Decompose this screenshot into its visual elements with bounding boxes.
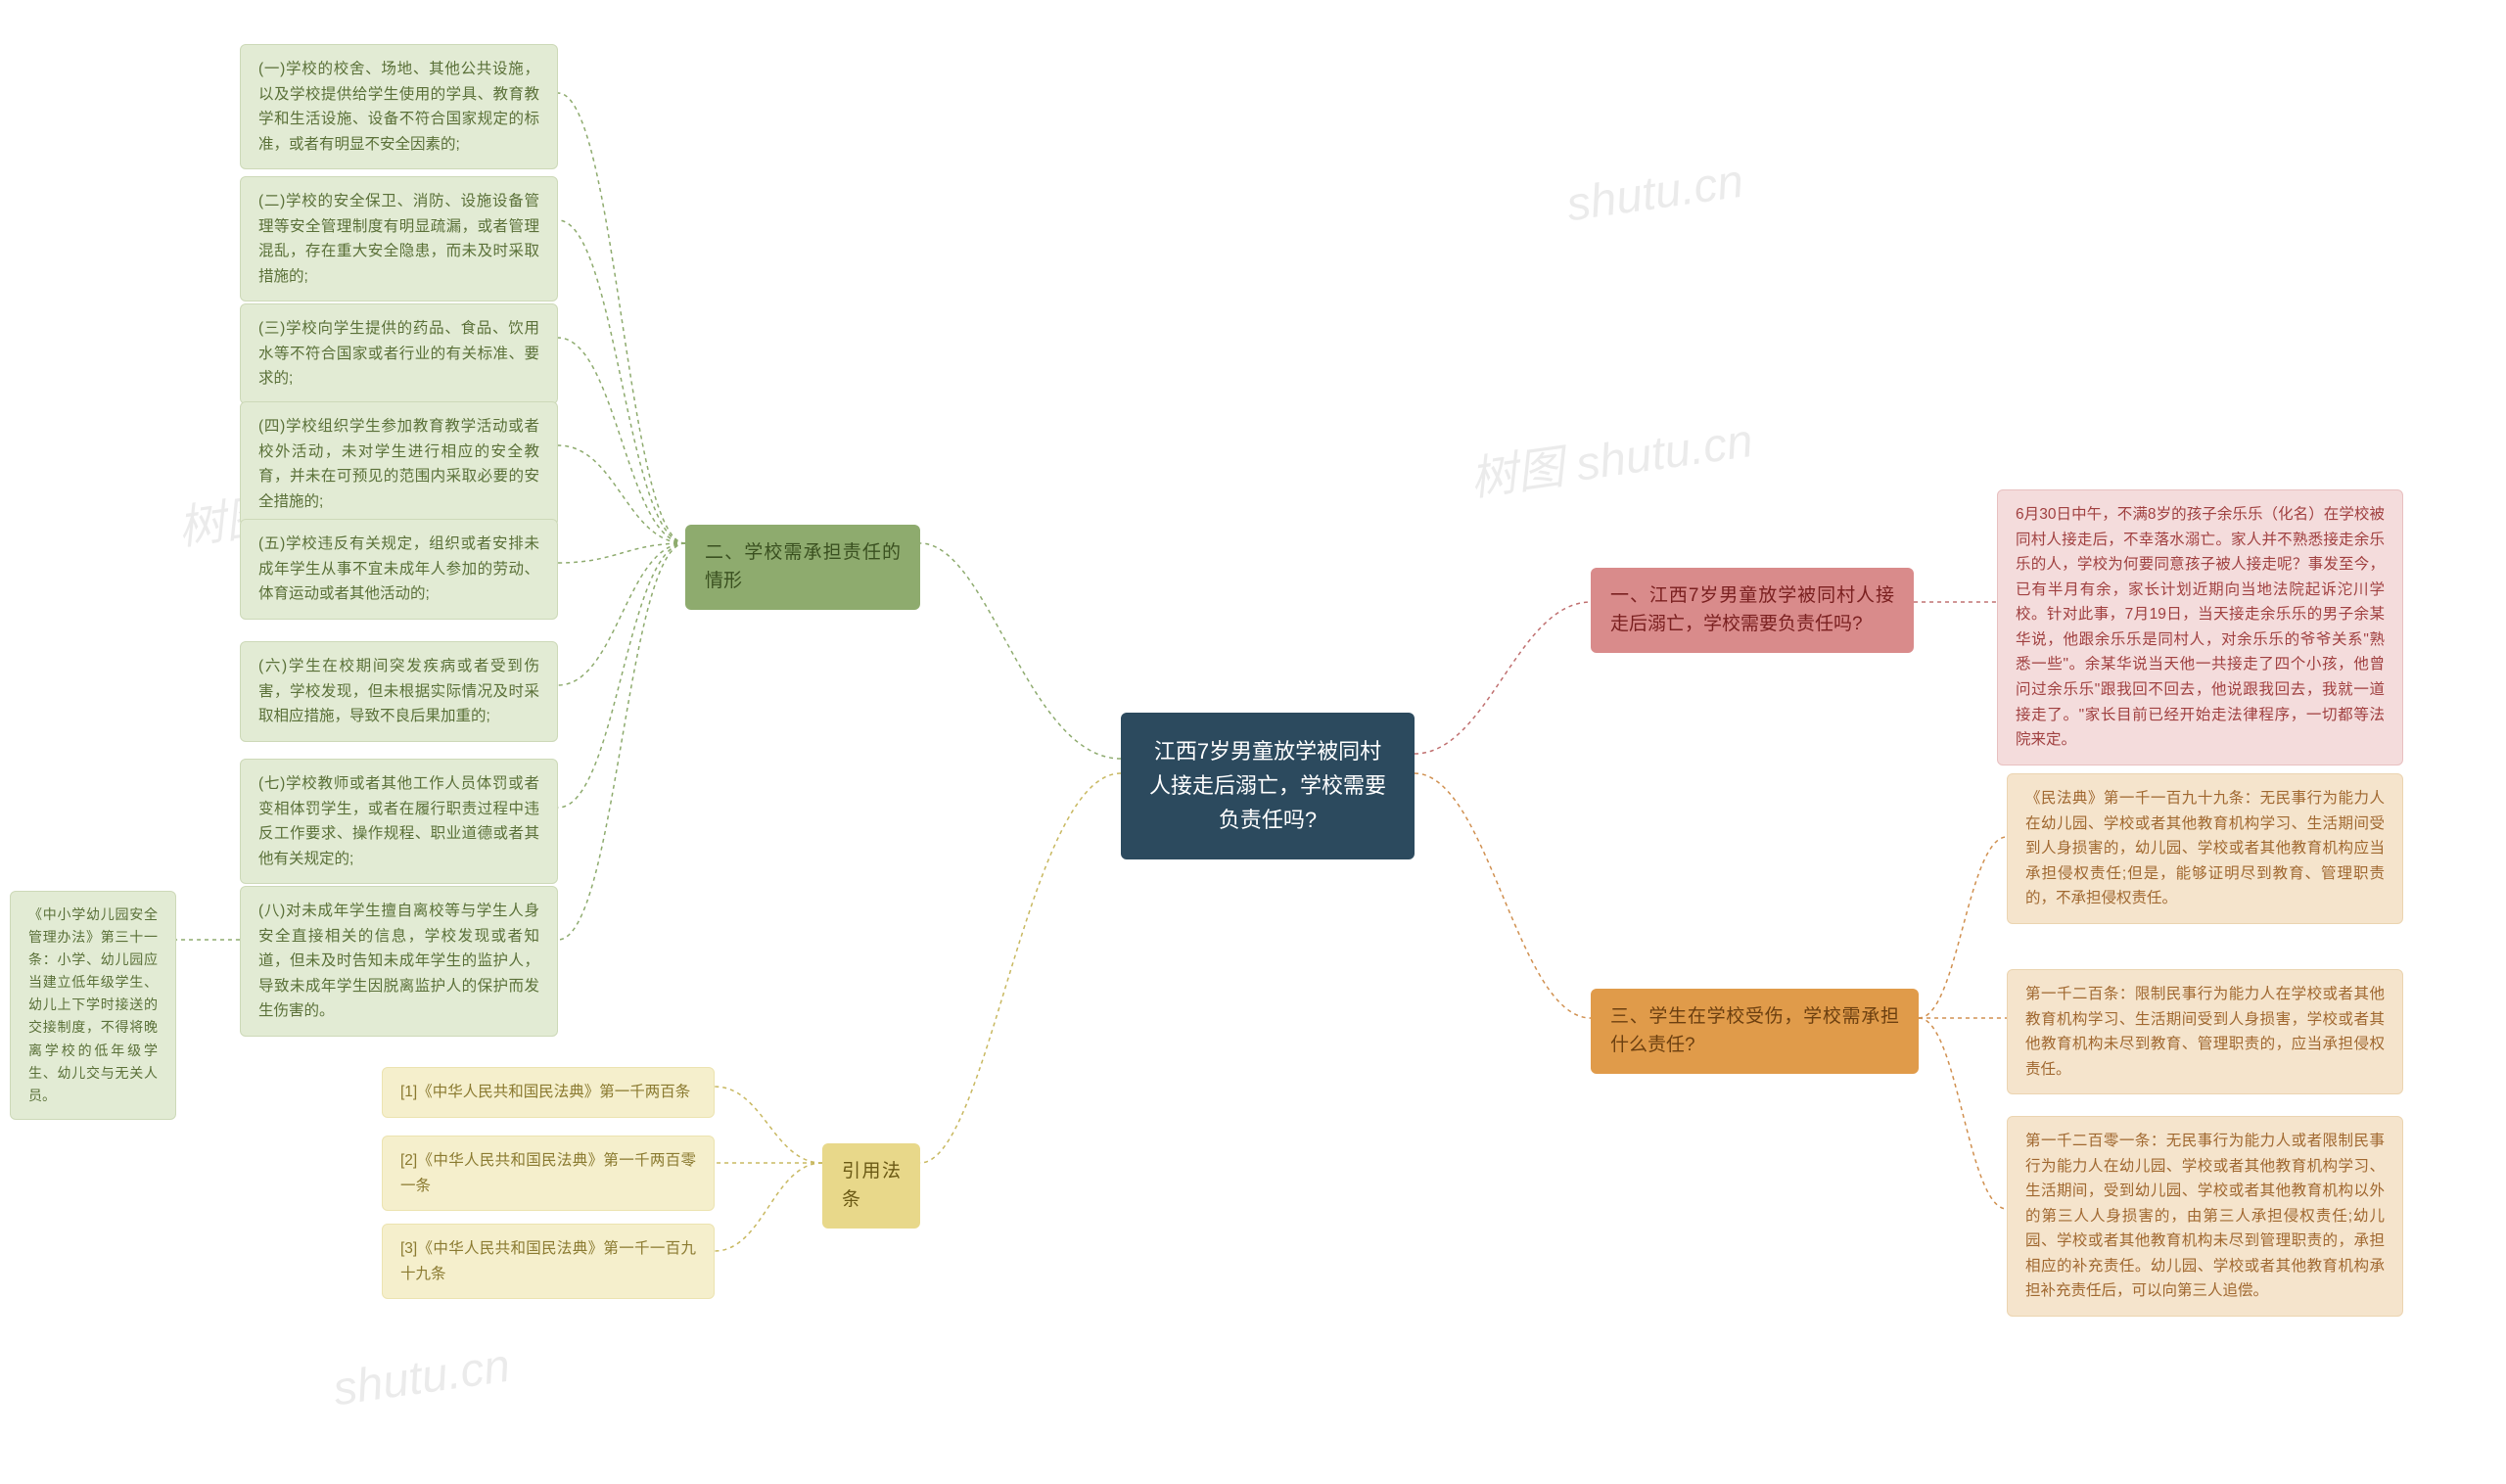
- branch-2-leaf-7: (七)学校教师或者其他工作人员体罚或者变相体罚学生，或者在履行职责过程中违反工作…: [240, 759, 558, 884]
- branch-2-leaf-8: (八)对未成年学生擅自离校等与学生人身安全直接相关的信息，学校发现或者知道，但未…: [240, 886, 558, 1037]
- branch-4-leaf-2: [2]《中华人民共和国民法典》第一千两百零一条: [382, 1136, 715, 1211]
- branch-3-leaf-1: 《民法典》第一千一百九十九条：无民事行为能力人在幼儿园、学校或者其他教育机构学习…: [2007, 773, 2403, 924]
- watermark: shutu.cn: [330, 1339, 513, 1417]
- branch-2: 二、学校需承担责任的情形: [685, 525, 920, 610]
- branch-1: 一、江西7岁男童放学被同村人接走后溺亡，学校需要负责任吗?: [1591, 568, 1914, 653]
- center-topic: 江西7岁男童放学被同村人接走后溺亡，学校需要负责任吗?: [1121, 713, 1415, 859]
- branch-3: 三、学生在学校受伤，学校需承担什么责任?: [1591, 989, 1919, 1074]
- branch-4: 引用法条: [822, 1143, 920, 1229]
- branch-1-leaf-1: 6月30日中午，不满8岁的孩子余乐乐（化名）在学校被同村人接走后，不幸落水溺亡。…: [1997, 489, 2403, 765]
- branch-2-leaf-6: (六)学生在校期间突发疾病或者受到伤害，学校发现，但未根据实际情况及时采取相应措…: [240, 641, 558, 742]
- branch-3-leaf-3: 第一千二百零一条：无民事行为能力人或者限制民事行为能力人在幼儿园、学校或者其他教…: [2007, 1116, 2403, 1317]
- branch-2-leaf-2: (二)学校的安全保卫、消防、设施设备管理等安全管理制度有明显疏漏，或者管理混乱，…: [240, 176, 558, 301]
- branch-2-leaf-3: (三)学校向学生提供的药品、食品、饮用水等不符合国家或者行业的有关标准、要求的;: [240, 303, 558, 404]
- watermark: shutu.cn: [1563, 155, 1746, 233]
- branch-2-leaf-1: (一)学校的校舍、场地、其他公共设施，以及学校提供给学生使用的学具、教育教学和生…: [240, 44, 558, 169]
- branch-3-leaf-2: 第一千二百条：限制民事行为能力人在学校或者其他教育机构学习、生活期间受到人身损害…: [2007, 969, 2403, 1094]
- branch-2-leaf-5: (五)学校违反有关规定，组织或者安排未成年学生从事不宜未成年人参加的劳动、体育运…: [240, 519, 558, 620]
- branch-4-leaf-3: [3]《中华人民共和国民法典》第一千一百九十九条: [382, 1224, 715, 1299]
- branch-2-leaf-4: (四)学校组织学生参加教育教学活动或者校外活动，未对学生进行相应的安全教育，并未…: [240, 401, 558, 527]
- branch-2-footnote: 《中小学幼儿园安全管理办法》第三十一条：小学、幼儿园应当建立低年级学生、幼儿上下…: [10, 891, 176, 1120]
- branch-4-leaf-1: [1]《中华人民共和国民法典》第一千两百条: [382, 1067, 715, 1118]
- watermark: 树图 shutu.cn: [1465, 401, 1757, 509]
